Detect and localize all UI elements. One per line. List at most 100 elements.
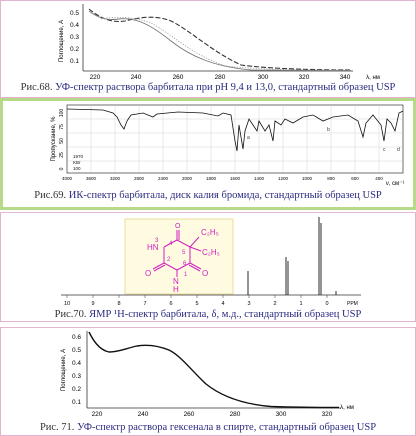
x-axis-label: ν, см⁻¹ (386, 181, 405, 187)
atom-number: 1 (184, 272, 188, 278)
y-tick: 0.3 (72, 373, 81, 380)
x-tick: 7 (143, 301, 146, 307)
x-tick: 5 (195, 301, 198, 307)
x-tick: 300 (276, 411, 287, 418)
y-tick: 75 (59, 124, 65, 130)
x-tick: 300 (258, 74, 269, 81)
x-tick: 0 (325, 301, 328, 307)
legend-item: 1970 (73, 154, 84, 159)
ethyl-top-label: C₂H₅ (201, 228, 219, 237)
legend-item: 100 (73, 166, 81, 171)
ethyl-bottom-label: C₂H₅ (202, 248, 220, 257)
x-tick: 2400 (158, 176, 169, 181)
x-tick: 280 (215, 74, 226, 81)
x-tick: 3200 (110, 176, 121, 181)
x-tick: 1600 (230, 176, 241, 181)
x-tick: 600 (351, 176, 359, 181)
x-tick: 2000 (182, 176, 193, 181)
x-tick: 4 (221, 301, 224, 307)
y-tick: 0 (59, 167, 65, 170)
x-tick: 320 (322, 411, 333, 418)
figure-number: Рис.69. (34, 190, 67, 201)
nmr-peaks (247, 217, 337, 295)
x-tick: 220 (92, 411, 103, 418)
y-axis-label: Поглощение, А (59, 20, 65, 62)
x-tick: 3600 (86, 176, 97, 181)
peak-letter: a (247, 135, 250, 141)
y-tick: 100 (59, 109, 65, 118)
h-bottom-label: H (173, 285, 179, 294)
uv-curve-dotted (100, 16, 352, 71)
y-tick: 0.2 (72, 386, 81, 393)
atom-number: 3 (155, 238, 159, 244)
x-tick: 10 (64, 301, 70, 307)
y-tick: 0.6 (72, 334, 81, 341)
y-tick: 0.4 (72, 360, 81, 367)
peak-letter: b (327, 127, 330, 133)
x-tick: 2 (273, 301, 276, 307)
x-tick: 3 (247, 301, 250, 307)
figure-number: Рис. 71. (39, 422, 75, 433)
y-tick: 0.2 (70, 46, 79, 53)
figure-number: Рис.68. (20, 82, 53, 93)
uv-spectrum-barbital-plot: Поглощение, А 0.1 0.2 0.3 0.4 0.5 220 24… (59, 4, 380, 81)
x-tick: 260 (173, 74, 184, 81)
y-axis-label: Пропускание, % (51, 116, 57, 162)
atom-number: 6 (183, 261, 187, 267)
x-ticks: 220 240 260 280 300 320 (92, 411, 333, 418)
y-ticks: 0.1 0.2 0.3 0.4 0.5 0.6 (72, 334, 81, 406)
x-tick: 220 (90, 74, 101, 81)
x-tick: 2800 (134, 176, 145, 181)
y-tick: 25 (59, 152, 65, 158)
x-tick: 9 (91, 301, 94, 307)
figure-68-panel: Поглощение, А 0.1 0.2 0.3 0.4 0.5 220 24… (0, 0, 416, 98)
barbital-structure (152, 230, 202, 277)
x-tick: 1800 (206, 176, 217, 181)
uv-curve-ph13 (88, 8, 352, 71)
o-left-label: O (145, 269, 151, 278)
structure-labels: C₂H₅ C₂H₅ HN N H O O O 1 2 3 4 5 6 (145, 223, 220, 294)
atom-number: 4 (169, 241, 173, 247)
o-right-label: O (202, 269, 208, 278)
caption-text: ИК-спектр барбитала, диск калия бромида,… (68, 190, 382, 201)
y-ticks: 0.1 0.2 0.3 0.4 0.5 (70, 10, 79, 65)
figure-69-caption: Рис.69. ИК-спектр барбитала, диск калия … (3, 190, 413, 201)
peak-letters: a b c d (247, 127, 400, 153)
x-tick: 1 (299, 301, 302, 307)
x-tick: 400 (375, 176, 383, 181)
x-tick: 240 (138, 411, 149, 418)
figure-70-caption: Рис.70. ЯМР ¹Н-спектр барбитала, δ, м.д.… (1, 309, 415, 320)
y-tick: 0.5 (70, 10, 79, 17)
caption-text: ЯМР ¹Н-спектр барбитала, δ, м.д., станда… (89, 309, 362, 320)
legend-item: KBr (73, 160, 81, 165)
y-ticks: 100 75 50 25 0 (59, 109, 65, 171)
caption-text: УФ-спектр раствора барбитала при рН 9,4 … (55, 82, 396, 93)
uv-curve-hexenal (88, 331, 340, 409)
peak-letter: c (383, 147, 386, 153)
x-tick: 280 (230, 411, 241, 418)
x-tick: 240 (131, 74, 142, 81)
y-tick: 0.1 (72, 399, 81, 406)
x-tick: 320 (299, 74, 310, 81)
o-top-label: O (175, 223, 181, 230)
y-tick: 0.5 (72, 347, 81, 354)
x-axis-label: λ, нм (340, 405, 354, 411)
ir-spectrum-curve (66, 108, 404, 152)
x-tick: 4000 (62, 176, 73, 181)
caption-text: УФ-спектр раствора гексенала в спирте, с… (77, 422, 377, 433)
atom-number: 2 (167, 257, 171, 263)
x-tick: 6 (169, 301, 172, 307)
nh-left-label: HN (147, 243, 159, 252)
y-tick: 50 (59, 138, 65, 144)
figure-71-panel: Поглощение, А 0.1 0.2 0.3 0.4 0.5 0.6 22… (0, 327, 416, 436)
y-tick: 0.3 (70, 34, 79, 41)
ir-spectrum-barbital-plot: Пропускание, % 100 75 50 25 0 1970 KBr 1… (51, 104, 405, 187)
figure-69-panel: Пропускание, % 100 75 50 25 0 1970 KBr 1… (0, 98, 416, 210)
x-ticks: 220 240 260 280 300 320 340 (90, 74, 351, 81)
x-ticks: 10 9 8 7 6 5 4 3 2 1 0 (64, 301, 329, 307)
atom-number: 5 (182, 250, 186, 256)
peak-letter: d (397, 147, 400, 153)
figure-number: Рис.70. (54, 309, 87, 320)
n-bottom-label: N (173, 277, 179, 286)
figure-71-caption: Рис. 71. УФ-спектр раствора гексенала в … (1, 422, 415, 433)
